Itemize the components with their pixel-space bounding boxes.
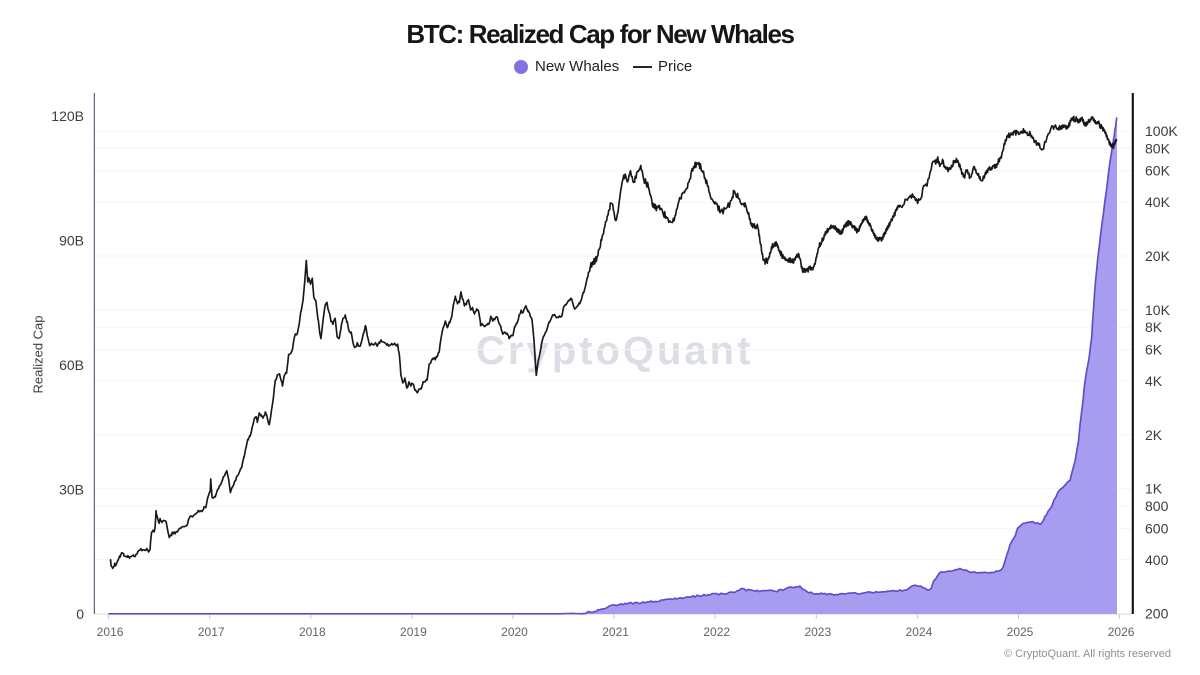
- svg-text:2K: 2K: [1145, 427, 1163, 443]
- svg-text:2016: 2016: [97, 625, 124, 639]
- svg-text:2024: 2024: [906, 625, 933, 639]
- svg-text:2022: 2022: [703, 625, 730, 639]
- svg-text:8K: 8K: [1145, 319, 1163, 335]
- svg-text:40K: 40K: [1145, 194, 1171, 210]
- svg-text:100K: 100K: [1145, 123, 1178, 139]
- svg-text:2018: 2018: [299, 625, 326, 639]
- svg-text:60K: 60K: [1145, 163, 1171, 179]
- svg-text:0: 0: [76, 606, 84, 622]
- svg-text:20K: 20K: [1145, 248, 1171, 264]
- svg-text:2021: 2021: [602, 625, 629, 639]
- svg-text:90B: 90B: [59, 233, 84, 249]
- svg-text:2017: 2017: [198, 625, 225, 639]
- svg-text:30B: 30B: [59, 482, 84, 498]
- svg-text:2020: 2020: [501, 625, 528, 639]
- svg-text:2019: 2019: [400, 625, 427, 639]
- svg-text:200: 200: [1145, 606, 1169, 622]
- svg-text:6K: 6K: [1145, 342, 1163, 358]
- svg-text:2026: 2026: [1108, 625, 1135, 639]
- svg-text:2023: 2023: [804, 625, 831, 639]
- svg-text:2025: 2025: [1007, 625, 1034, 639]
- svg-text:800: 800: [1145, 498, 1169, 514]
- svg-text:80K: 80K: [1145, 140, 1171, 156]
- svg-text:120B: 120B: [51, 108, 84, 124]
- svg-text:400: 400: [1145, 552, 1169, 568]
- svg-text:1K: 1K: [1145, 481, 1163, 497]
- svg-text:10K: 10K: [1145, 302, 1171, 318]
- svg-text:4K: 4K: [1145, 373, 1163, 389]
- svg-text:60B: 60B: [59, 357, 84, 373]
- svg-text:600: 600: [1145, 520, 1169, 536]
